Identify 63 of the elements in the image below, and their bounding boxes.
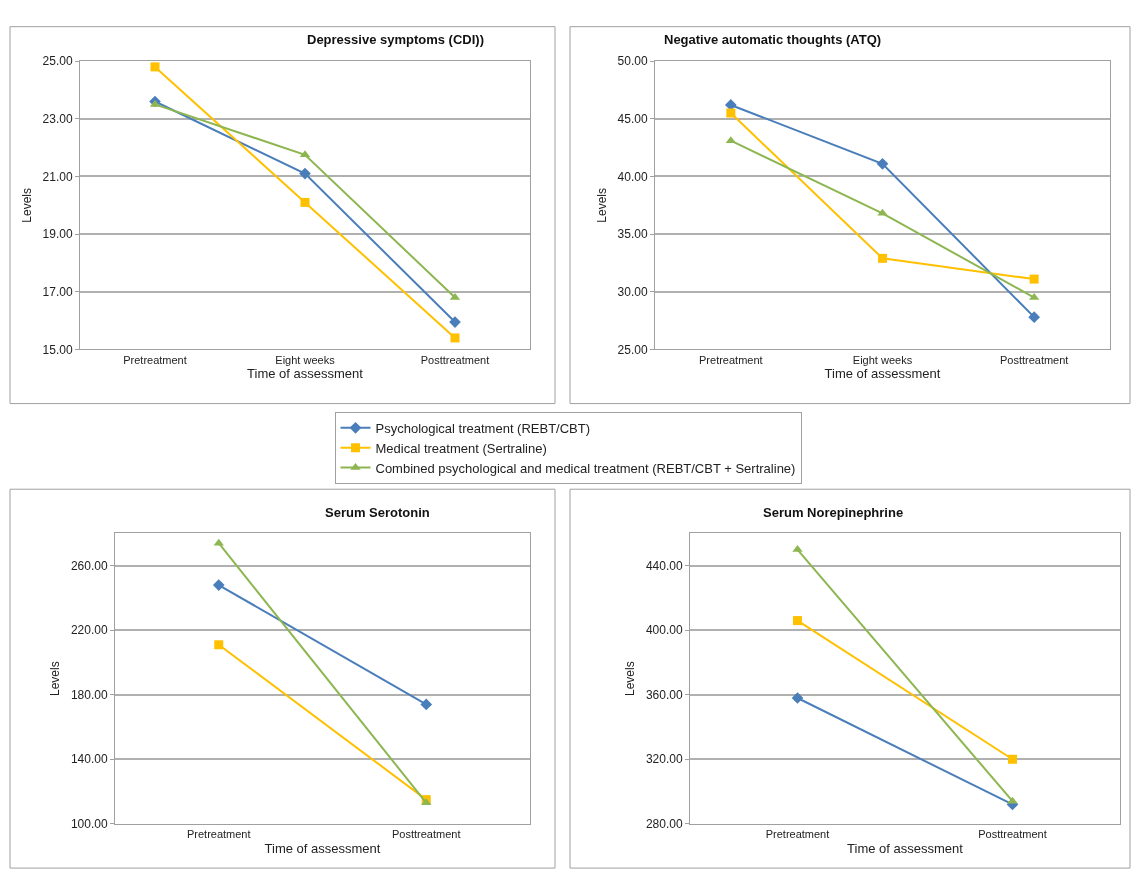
x-tick-label: Posttreatment (978, 828, 1047, 840)
chart-title: Serum Norepinephrine (763, 505, 904, 520)
chart-title: Negative automatic thoughts (ATQ) (664, 32, 882, 47)
y-tick-label: 17.00 (42, 285, 73, 299)
x-tick-label: Eight weeks (852, 353, 913, 366)
x-axis-title: Time of assessment (824, 366, 941, 382)
y-tick-label: 40.00 (617, 169, 648, 184)
point (878, 253, 887, 263)
x-tick-label: Posttreatment (999, 353, 1069, 366)
y-tick-label: 21.00 (42, 169, 73, 184)
point (212, 579, 225, 591)
legend-label: Psychological treatment (REBT/CBT) (375, 420, 591, 436)
y-tick-label: 19.00 (42, 227, 73, 242)
x-tick-label: Posttreatment (420, 353, 490, 366)
y-tick-label: 220.00 (70, 623, 108, 638)
y-tick-label: 180.00 (70, 687, 108, 702)
y-axis-title: Levels (623, 661, 638, 696)
point (214, 640, 224, 650)
point (876, 157, 889, 170)
x-axis-title: Time of assessment (264, 840, 381, 856)
y-axis-title: Levels (594, 187, 609, 223)
point (791, 692, 804, 704)
point (150, 62, 160, 72)
point (793, 616, 802, 626)
y-tick-label: 15.00 (42, 342, 73, 357)
point (1008, 754, 1017, 764)
x-tick-label: Pretreatment (765, 828, 830, 840)
x-tick-label: Pretreatment (699, 353, 763, 366)
y-tick-label: 25.00 (617, 342, 648, 357)
x-tick-label: Pretreatment (186, 828, 251, 840)
x-tick-label: Pretreatment (123, 353, 187, 366)
point (450, 333, 460, 343)
y-tick-label: 320.00 (645, 752, 683, 767)
y-tick-label: 440.00 (645, 558, 683, 573)
legend-label: Medical treatment (Sertraline) (375, 440, 547, 456)
x-axis-title: Time of assessment (247, 366, 364, 382)
chart-title: Serum Serotonin (325, 505, 430, 520)
x-tick-label: Eight weeks (275, 353, 336, 366)
y-tick-label: 260.00 (70, 558, 108, 573)
y-tick-label: 45.00 (617, 111, 648, 126)
y-tick-label: 25.00 (42, 54, 73, 69)
point (299, 167, 311, 180)
point (420, 698, 433, 711)
y-tick-label: 140.00 (70, 752, 108, 767)
x-tick-label: Posttreatment (392, 828, 461, 840)
point (300, 197, 310, 207)
y-tick-label: 400.00 (645, 623, 683, 638)
y-tick-label: 100.00 (70, 817, 108, 831)
y-tick-label: 280.00 (645, 817, 683, 831)
point (726, 108, 736, 118)
y-tick-label: 30.00 (617, 285, 648, 299)
y-tick-label: 35.00 (617, 227, 648, 242)
legend-label: Combined psychological and medical treatment (REBT/CBT + Sertraline) (375, 460, 796, 476)
point (877, 208, 888, 216)
y-axis-title: Levels (19, 187, 34, 223)
point (1028, 311, 1041, 324)
chart-title: Depressive symptoms (CDI)) (307, 32, 484, 47)
y-tick-label: 360.00 (645, 687, 683, 702)
point (1029, 274, 1039, 284)
y-tick-label: 23.00 (42, 111, 73, 126)
y-axis-title: Levels (48, 661, 63, 696)
x-axis-title: Time of assessment (847, 840, 964, 856)
y-tick-label: 50.00 (617, 54, 648, 69)
